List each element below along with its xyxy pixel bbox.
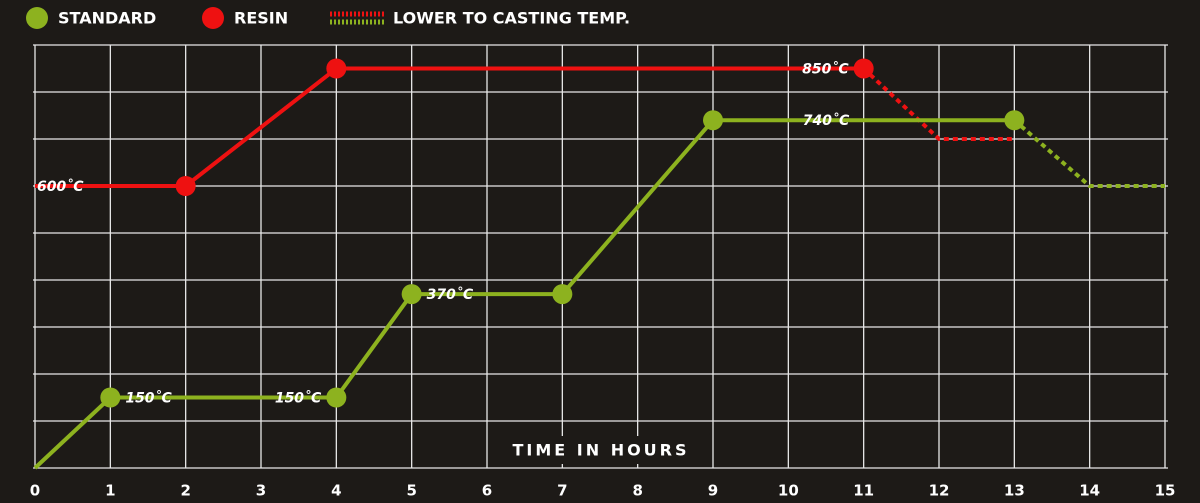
series-line (35, 66, 864, 188)
legend-label: LOWER TO CASTING TEMP. (393, 9, 630, 28)
x-tick-label: 10 (778, 482, 799, 500)
legend-label: STANDARD (58, 9, 156, 28)
data-point (853, 58, 874, 79)
value-label: 150˚C (275, 390, 322, 407)
casting-line (862, 67, 1015, 141)
x-axis-label: TIME IN HOURS (512, 441, 689, 460)
x-tick-label: 9 (708, 482, 718, 500)
value-label: 150˚C (125, 390, 172, 407)
x-tick-label: 4 (331, 482, 341, 500)
data-point (175, 176, 196, 196)
x-tick-label: 1 (105, 482, 115, 500)
x-tick-label: 3 (256, 482, 266, 500)
data-point (401, 284, 422, 305)
legend-marker (26, 7, 48, 29)
x-tick-label: 6 (482, 482, 492, 500)
value-label: 370˚C (427, 286, 474, 303)
data-point (552, 284, 573, 305)
legend-marker (202, 7, 224, 29)
x-tick-label: 8 (632, 482, 642, 500)
data-point (326, 387, 347, 408)
value-label: 850˚C (802, 61, 849, 78)
data-point (100, 387, 121, 408)
value-label: 600˚C (37, 178, 84, 195)
x-tick-label: 2 (180, 482, 190, 500)
x-tick-label: 0 (30, 482, 40, 500)
x-tick-label: 13 (1004, 482, 1025, 500)
value-label: 740˚C (803, 112, 850, 129)
data-point (703, 110, 723, 131)
legend-label: RESIN (234, 9, 288, 28)
x-tick-label: 5 (406, 482, 416, 500)
data-point (326, 58, 347, 79)
x-tick-label: 11 (853, 482, 874, 500)
x-tick-label: 7 (557, 482, 567, 500)
casting-line (1013, 118, 1165, 188)
data-point (1004, 110, 1025, 131)
x-label-bg (490, 436, 712, 464)
x-tick-label: 12 (929, 482, 950, 500)
x-tick-label: 15 (1155, 482, 1176, 500)
x-tick-label: 14 (1079, 482, 1100, 500)
